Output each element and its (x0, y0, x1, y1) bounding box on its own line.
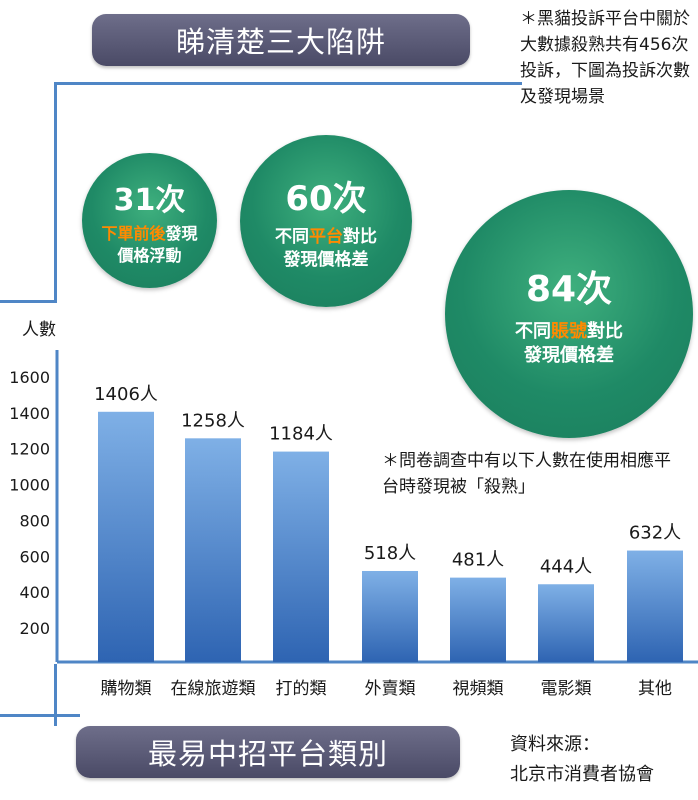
trap-text: 發現 (165, 223, 198, 243)
bar-data-label: 518人 (364, 543, 416, 564)
trap-description: 下單前後發現 價格浮動 (101, 223, 197, 266)
category-label: 電影類 (541, 679, 592, 699)
category-label: 其他 (638, 679, 672, 699)
bar-data-label: 1406人 (94, 384, 158, 405)
complaint-note: ＊黑貓投訴平台中關於大數據殺熟共有456次投訴，下圖為投訴次數及發現場景 (520, 9, 690, 107)
trap-count: 84次 (525, 268, 613, 310)
trap-highlight: 下單前後 (101, 223, 166, 243)
source-org: 北京市消費者協會 (510, 764, 654, 785)
y-tick-label: 600 (19, 547, 50, 566)
trap-description: 不同平台對比 發現價格差 (275, 226, 377, 272)
trap-text: 發現價格差 (524, 345, 614, 366)
bar (450, 577, 506, 662)
bar-data-label: 1258人 (181, 410, 245, 431)
bar-data-label: 444人 (540, 556, 592, 577)
y-tick-label: 1200 (9, 440, 50, 459)
y-tick-label: 800 (19, 511, 50, 530)
trap-text: 發現價格差 (283, 249, 369, 270)
bar-data-label: 481人 (452, 550, 504, 571)
trap-description: 不同賬號對比 發現價格差 (515, 320, 623, 369)
bar (362, 570, 418, 662)
category-banner: 最易中招平台類別 (76, 726, 460, 778)
category-label: 購物類 (101, 679, 152, 699)
y-tick-label: 200 (19, 619, 50, 638)
trap-count: 60次 (285, 178, 367, 219)
frame-line-bottom (0, 714, 80, 717)
frame-line-vertical (54, 82, 57, 302)
bar (627, 550, 683, 662)
trap-text: 價格浮動 (117, 245, 182, 265)
trap-circle-account-comparison: 84次 不同賬號對比 發現價格差 (445, 190, 693, 438)
frame-line-top (54, 82, 522, 85)
category-label: 在線旅遊類 (171, 679, 256, 699)
trap-text: 不同 (275, 226, 309, 247)
trap-circle-platform-comparison: 60次 不同平台對比 發現價格差 (240, 135, 412, 307)
category-label: 打的類 (276, 679, 327, 699)
source-label: 資料來源： (510, 734, 600, 755)
title-banner: 睇清楚三大陷阱 (92, 14, 470, 66)
frame-line-step (0, 300, 57, 303)
trap-highlight: 賬號 (551, 320, 587, 342)
bar (185, 438, 241, 662)
trap-text: 不同 (515, 320, 551, 342)
bar-data-label: 632人 (629, 523, 681, 544)
y-tick-label: 1400 (9, 404, 50, 423)
trap-count: 31次 (113, 182, 186, 218)
trap-circle-price-fluctuation: 31次 下單前後發現 價格浮動 (82, 153, 217, 288)
trap-highlight: 平台 (309, 226, 343, 247)
y-axis-label: 人數 (22, 320, 56, 340)
bar (98, 411, 154, 662)
survey-note: ＊問卷調查中有以下人數在使用相應平台時發現被「殺熟」 (382, 451, 671, 497)
y-tick-label: 400 (19, 583, 50, 602)
bar-data-label: 1184人 (269, 424, 333, 445)
trap-text: 對比 (587, 320, 623, 342)
category-label: 外賣類 (365, 679, 416, 699)
y-tick-label: 1000 (9, 476, 50, 495)
bar (273, 451, 329, 662)
category-label: 視頻類 (453, 679, 504, 699)
source-block: 資料來源： 北京市消費者協會 (510, 730, 654, 790)
trap-text: 對比 (343, 226, 377, 247)
frame-line-bottom-left (54, 664, 57, 726)
y-tick-label: 1600 (9, 368, 50, 387)
bar (538, 584, 594, 662)
